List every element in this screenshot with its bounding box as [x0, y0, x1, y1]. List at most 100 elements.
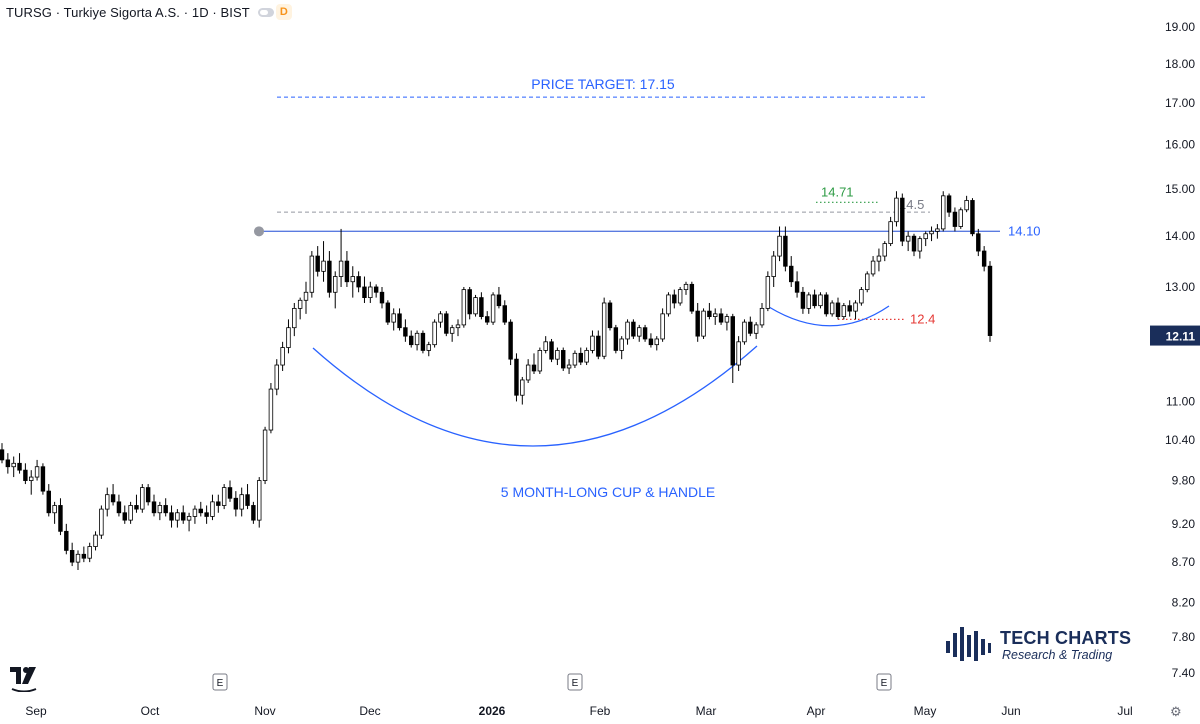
candle [52, 501, 57, 524]
candle-body [742, 321, 747, 343]
settings-gear-icon[interactable]: ⚙ [1170, 704, 1182, 719]
candle [239, 487, 244, 517]
candle [134, 494, 139, 513]
candle-body [789, 265, 794, 283]
candle [677, 286, 683, 306]
candle-body [420, 332, 426, 351]
candle-body [888, 221, 893, 244]
candle-body [373, 286, 379, 293]
x-tick-label: Feb [590, 704, 611, 718]
candle [297, 297, 303, 320]
candle [561, 347, 566, 371]
candle [759, 302, 765, 328]
candle [806, 292, 811, 314]
candle [379, 286, 385, 309]
candle [221, 484, 227, 510]
candle-body [239, 494, 244, 510]
candle [572, 350, 578, 368]
candle [128, 501, 133, 524]
brand-title: TECH CHARTS [1000, 627, 1132, 648]
candle-body [479, 297, 484, 317]
candle [186, 512, 192, 532]
candle [987, 261, 993, 342]
candle [29, 470, 34, 495]
candle-body [876, 255, 882, 262]
candle [292, 302, 297, 337]
last-price-bg [1150, 325, 1200, 346]
candle [467, 286, 472, 320]
candle-body [333, 276, 338, 293]
candle-body [666, 294, 671, 315]
candle [905, 231, 911, 252]
candle [192, 505, 198, 524]
candle [835, 297, 841, 320]
x-tick-label: Nov [254, 704, 275, 718]
candle-body [531, 364, 537, 372]
candle-body [970, 200, 975, 235]
candle-body [251, 505, 256, 521]
candle-body [426, 344, 431, 351]
stop-level-label: 12.4 [910, 311, 935, 326]
candle-body [181, 512, 186, 521]
y-tick-label: 17.00 [1165, 96, 1195, 110]
candle [730, 313, 735, 383]
candle-body [122, 512, 127, 521]
brand-bars-icon [946, 627, 991, 661]
candle [794, 271, 800, 298]
candle-body [672, 294, 677, 304]
visibility-toggle-icon[interactable] [257, 7, 274, 17]
candle-body [713, 313, 718, 317]
candle-body [397, 313, 402, 329]
candle [958, 207, 963, 229]
candle [596, 330, 601, 360]
candle [262, 426, 268, 485]
tech-charts-brand: TECH CHARTS Research & Trading [944, 627, 1131, 663]
candle [508, 319, 513, 366]
candle [584, 347, 589, 366]
candle [420, 330, 426, 354]
candle [356, 271, 361, 293]
candle-body [561, 350, 566, 369]
candle [981, 246, 987, 272]
candle-body [444, 313, 449, 334]
candle [490, 292, 496, 325]
candle-body [613, 327, 619, 351]
candle [952, 207, 958, 232]
candle [75, 550, 81, 571]
symbol-title[interactable]: TURSG · Turkiye Sigorta A.S. · 1D · BIST [6, 4, 250, 20]
candle-body [274, 364, 279, 390]
candle [257, 477, 262, 528]
candle [900, 193, 905, 247]
candle-body [677, 289, 683, 304]
candle [742, 319, 747, 345]
candle-body [403, 327, 408, 337]
tradingview-logo-icon[interactable] [8, 664, 40, 692]
delay-badge[interactable]: D [275, 4, 292, 20]
candle-body [941, 195, 946, 230]
candle [87, 542, 92, 563]
x-tick-label: Mar [696, 704, 717, 718]
y-tick-label: 15.00 [1165, 182, 1195, 196]
candle [525, 359, 531, 383]
candle-body [34, 466, 40, 478]
candle [140, 484, 145, 513]
y-tick-label: 13.00 [1165, 280, 1195, 294]
candle [660, 308, 665, 342]
candle-body [105, 494, 110, 510]
candle-body [853, 302, 858, 312]
candle-body [601, 302, 607, 357]
candle [23, 463, 28, 485]
candle [280, 341, 285, 371]
candle-body [777, 235, 782, 257]
candle-body [771, 255, 776, 277]
candle [426, 341, 431, 357]
candle-body [432, 321, 437, 346]
candle-body [338, 260, 344, 277]
candle-body [52, 505, 57, 514]
candle [859, 286, 864, 306]
candle-body [578, 352, 583, 363]
y-tick-label: 14.00 [1165, 229, 1195, 243]
candle [841, 302, 847, 320]
candle-body [391, 313, 396, 323]
